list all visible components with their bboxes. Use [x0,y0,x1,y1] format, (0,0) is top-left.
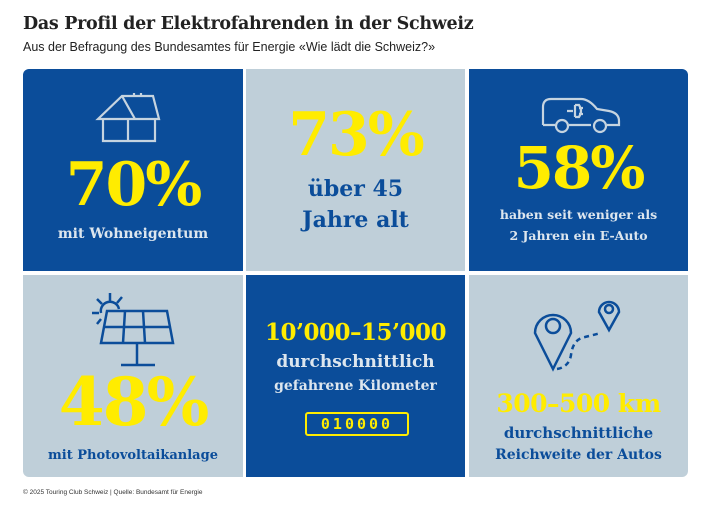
house-icon [95,93,161,143]
stat-value: 70% [65,150,203,220]
page-subtitle: Aus der Befragung des Bundesamtes für En… [23,40,436,54]
stat-label: mit Photovoltaikanlage [48,448,218,463]
stat-value: 10’000–15’000 [264,319,447,346]
page-title: Das Profil der Elektrofahrenden in der S… [23,14,474,34]
stat-value: 48% [58,363,210,441]
tile-ev-ownership: 58% haben seit weniger als 2 Jahren ein … [469,69,688,271]
stat-value: 300–500 km [496,389,661,418]
stat-label: mit Wohneigentum [57,226,209,242]
tile-kilometers: 10’000–15’000 durchschnittlich gefahrene… [246,275,465,477]
odometer-value: 010000 [320,415,394,433]
stat-label: Jahre alt [302,207,409,233]
tile-home-ownership: 70% mit Wohneigentum [23,69,243,271]
stat-label: über 45 [307,176,404,202]
stat-label: Reichweite der Autos [495,447,662,463]
stat-value: 73% [288,100,425,170]
tile-range: 300–500 km durchschnittliche Reichweite … [469,275,688,477]
odometer-icon: 010000 [305,412,409,436]
footer-credit: © 2025 Touring Club Schweiz | Quelle: Bu… [23,489,203,496]
map-route-icon [533,300,621,372]
stat-label: 2 Jahren ein E-Auto [509,228,648,243]
tile-photovoltaics: 48% mit Photovoltaikanlage [23,275,243,477]
stat-label: durchschnittliche [503,424,654,442]
electric-car-icon [541,97,621,134]
solar-panel-icon [92,293,175,367]
stat-value: 58% [513,134,646,202]
stat-label: haben seit weniger als [499,207,658,222]
stat-label: gefahrene Kilometer [274,378,437,394]
stat-label: durchschnittlich [276,352,435,372]
tile-age: 73% über 45 Jahre alt [246,69,465,271]
